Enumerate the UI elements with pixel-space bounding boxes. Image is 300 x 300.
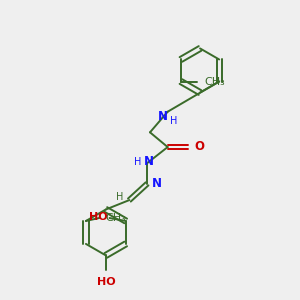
Text: H: H — [170, 116, 178, 126]
Text: O: O — [195, 140, 205, 153]
Text: N: N — [152, 177, 161, 190]
Text: N: N — [143, 155, 154, 168]
Text: CH₃: CH₃ — [205, 76, 225, 86]
Text: HO: HO — [97, 277, 115, 286]
Text: N: N — [158, 110, 168, 123]
Text: H: H — [134, 157, 142, 167]
Text: HO: HO — [88, 212, 107, 222]
Text: CH₃: CH₃ — [106, 213, 126, 223]
Text: H: H — [116, 192, 123, 202]
